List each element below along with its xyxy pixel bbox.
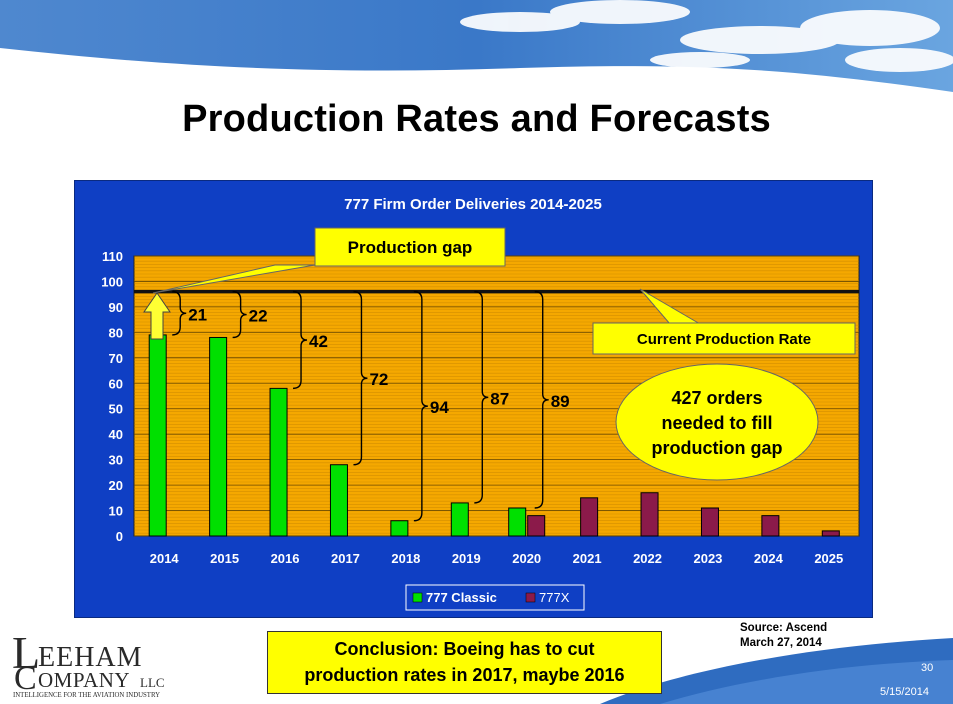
bar-777x [527,515,546,537]
y-tick-label: 10 [109,504,123,519]
conclusion-line-1: Conclusion: Boeing has to cut [334,639,595,659]
bar-777-classic [209,336,228,537]
gap-label: 42 [309,332,328,351]
gap-label: 94 [430,398,449,417]
conclusion-box: Conclusion: Boeing has to cut production… [267,631,662,694]
y-tick-label: 40 [109,427,123,442]
y-tick-label: 70 [109,351,123,366]
x-tick-label: 2019 [452,551,481,566]
slide-title: Production Rates and Forecasts [182,98,771,140]
y-tick-label: 80 [109,325,123,340]
production-gap-callout: Production gap [152,227,506,294]
y-tick-label: 50 [109,402,123,417]
x-tick-label: 2015 [210,551,239,566]
x-tick-label: 2016 [271,551,300,566]
bar-777x [580,497,599,537]
gap-label: 22 [249,307,268,326]
x-axis-ticks: 2014 2015 2016 2017 2018 2019 2020 2021 2022 2023… [150,551,844,566]
gap-label: 72 [369,370,388,389]
bar-777x [821,530,840,537]
x-tick-label: 2025 [814,551,843,566]
slide-number: 30 [921,662,934,674]
y-tick-label: 100 [101,274,123,289]
orders-needed-callout: 427 orders needed to fill production gap [615,363,819,481]
logo-line-2: OMPANY [38,668,130,692]
bar-777-classic [269,387,288,537]
chart-panel: 0 10 20 30 40 50 60 70 80 90 100 110 2014 2015 2016 20… [74,180,873,618]
slide-date: 5/15/2014 [880,686,929,698]
y-tick-label: 0 [116,529,123,544]
orders-line-1: 427 orders [671,388,762,408]
y-tick-label: 20 [109,478,123,493]
legend-label-777x: 777X [539,590,570,605]
gap-label: 89 [551,392,570,411]
gap-brace [172,290,187,336]
current-rate-label: Current Production Rate [637,331,811,348]
x-tick-label: 2020 [512,551,541,566]
source-line-1: Source: Ascend [740,622,828,634]
logo-suffix: LLC [140,675,165,690]
logo-initial-2: C [14,660,37,697]
gap-labels: 21 22 42 72 94 87 89 [188,305,569,417]
source-note: Source: Ascend March 27, 2014 [740,621,827,651]
y-tick-label: 90 [109,300,123,315]
chart-title: 777 Firm Order Deliveries 2014-2025 [344,196,602,213]
current-rate-callout: Current Production Rate [592,288,856,355]
bar-777x [640,492,659,537]
footer-wave [600,638,953,704]
logo-tagline: INTELLIGENCE FOR THE AVIATION INDUSTRY [13,692,160,699]
x-tick-label: 2024 [754,551,784,566]
logo-initial-1: L [12,630,40,678]
legend-swatch-777-classic [412,592,423,603]
bar-777-classic [148,334,167,537]
bars [148,334,840,537]
x-tick-label: 2014 [150,551,180,566]
orders-line-2: needed to fill [661,413,772,433]
legend: 777 Classic 777X [405,584,585,611]
gap-brace [353,290,368,466]
gap-brace [534,290,549,509]
orders-line-3: production gap [652,438,783,458]
bar-777-classic [450,502,469,537]
legend-swatch-777x [525,592,536,603]
y-axis-ticks: 0 10 20 30 40 50 60 70 80 90 100 110 [101,249,123,544]
x-tick-label: 2017 [331,551,360,566]
y-tick-label: 110 [102,249,123,264]
sky-banner [0,0,953,92]
gap-brace [413,290,428,522]
logo-line-1: EEHAM [38,642,143,673]
bar-777x [700,507,719,537]
up-arrow-icon [143,292,171,340]
x-tick-label: 2022 [633,551,662,566]
gap-label: 87 [490,389,509,408]
gap-brace [232,290,247,339]
bar-777-classic [508,507,527,537]
y-tick-label: 60 [109,376,123,391]
production-gap-label: Production gap [348,238,473,257]
bar-777x [761,515,780,537]
bar-777-classic [390,520,409,537]
legend-label-777-classic: 777 Classic [426,590,497,605]
source-line-2: March 27, 2014 [740,637,822,649]
bar-777-classic [329,464,348,537]
y-tick-label: 30 [109,453,123,468]
gap-label: 21 [188,305,207,324]
x-tick-label: 2018 [391,551,420,566]
x-tick-label: 2021 [573,551,602,566]
x-tick-label: 2023 [693,551,722,566]
conclusion-line-2: production rates in 2017, maybe 2016 [304,665,625,685]
leeham-logo: L EEHAM C OMPANY LLC INTELLIGENCE FOR TH… [12,630,165,699]
